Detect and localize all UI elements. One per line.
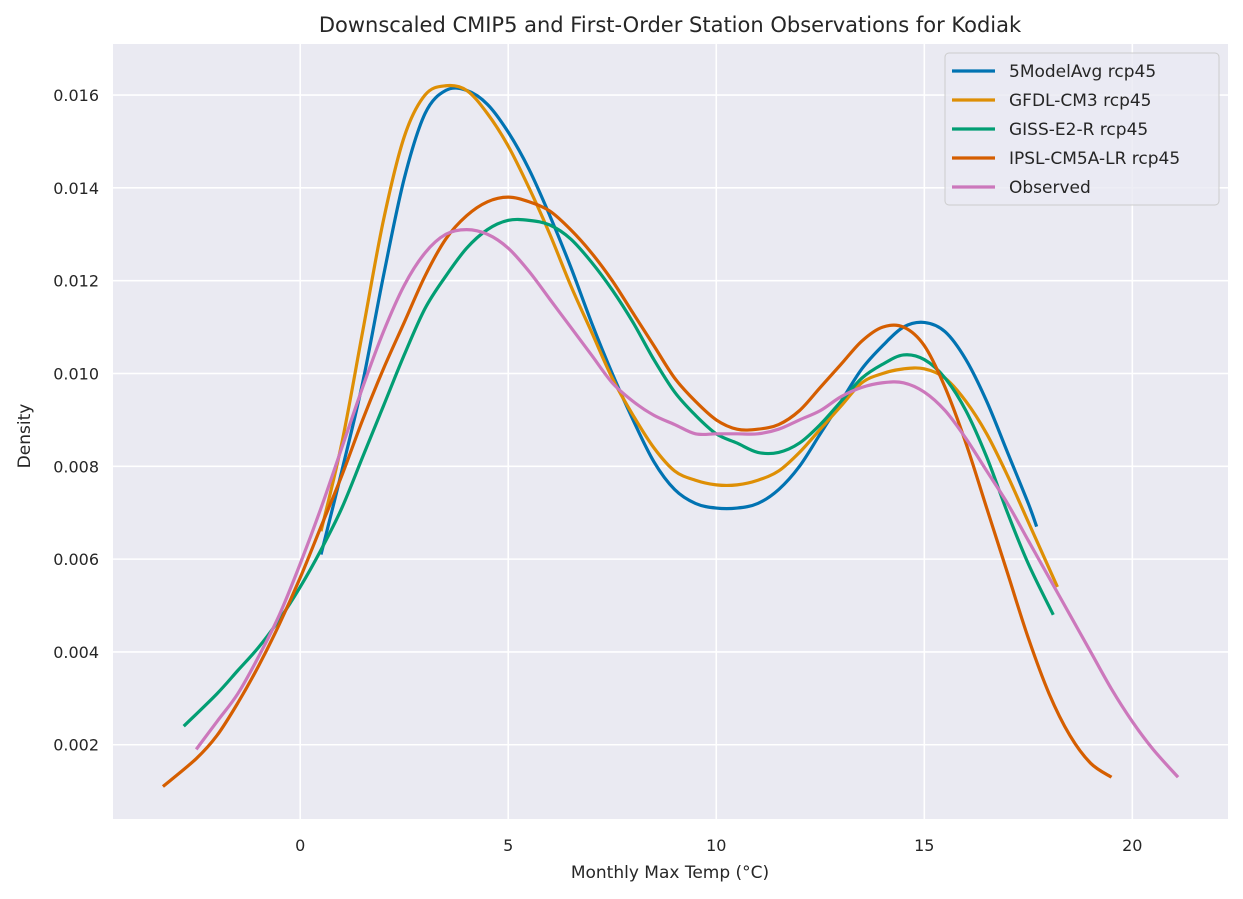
series-line-2 xyxy=(182,217,1055,728)
y-axis-label: Density xyxy=(15,404,35,469)
series-line-4 xyxy=(194,228,1180,779)
chart-title: Downscaled CMIP5 and First-Order Station… xyxy=(319,13,1022,37)
y-tick-label: 0.004 xyxy=(53,643,99,662)
x-tick-label: 10 xyxy=(706,836,726,855)
series-line-1 xyxy=(319,83,1059,588)
series-lines xyxy=(161,83,1180,788)
y-tick-label: 0.014 xyxy=(53,179,99,198)
legend: 5ModelAvg rcp45 GFDL-CM3 rcp45 GISS-E2-R r… xyxy=(944,52,1220,206)
legend-label: IPSL-CM5A-LR rcp45 xyxy=(1009,149,1180,169)
x-axis-ticks: 0 5 10 15 20 xyxy=(295,836,1142,855)
legend-label: 5ModelAvg rcp45 xyxy=(1009,62,1156,82)
x-tick-label: 0 xyxy=(295,836,305,855)
legend-label: GISS-E2-R rcp45 xyxy=(1009,120,1148,140)
x-tick-label: 15 xyxy=(914,836,934,855)
y-tick-label: 0.016 xyxy=(53,86,99,105)
y-tick-label: 0.012 xyxy=(53,272,99,291)
x-axis-label: Monthly Max Temp (°C) xyxy=(571,863,769,883)
y-tick-label: 0.006 xyxy=(53,550,99,569)
legend-label: GFDL-CM3 rcp45 xyxy=(1009,91,1152,111)
y-axis-ticks: 0.002 0.004 0.006 0.008 0.010 0.012 0.014 0.016 xyxy=(53,86,99,755)
x-tick-label: 5 xyxy=(503,836,513,855)
series-line-0 xyxy=(319,86,1039,555)
legend-box xyxy=(944,52,1220,206)
y-tick-label: 0.002 xyxy=(53,736,99,755)
x-tick-label: 20 xyxy=(1122,836,1142,855)
legend-label: Observed xyxy=(1009,178,1091,198)
legend-items: 5ModelAvg rcp45 GFDL-CM3 rcp45 GISS-E2-R r… xyxy=(952,62,1180,198)
y-tick-label: 0.010 xyxy=(53,364,99,383)
y-tick-label: 0.008 xyxy=(53,457,99,476)
